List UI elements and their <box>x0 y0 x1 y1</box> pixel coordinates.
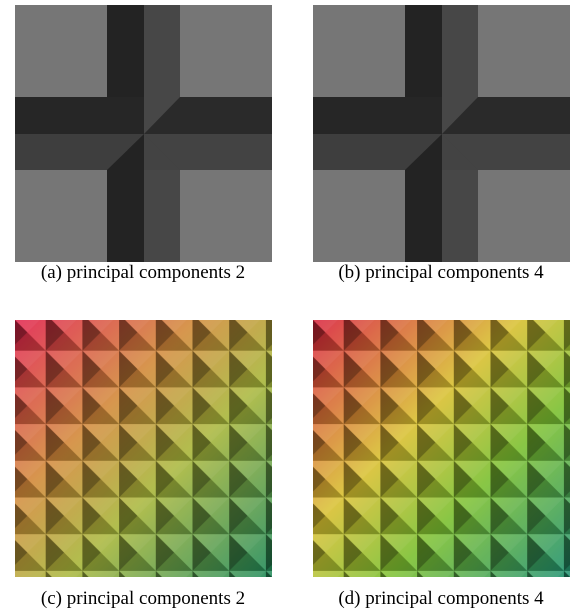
image-b <box>313 5 570 262</box>
figure: {"panels": [ {"caption": "(a) principal … <box>0 0 581 612</box>
caption: (d) principal components 4 <box>296 588 581 610</box>
caption: (c) principal components 2 <box>0 588 288 610</box>
image-d <box>313 320 570 577</box>
caption: (b) principal components 4 <box>296 262 581 284</box>
caption: (a) principal components 2 <box>0 262 288 284</box>
image-c <box>15 320 272 577</box>
image-a <box>15 5 272 262</box>
